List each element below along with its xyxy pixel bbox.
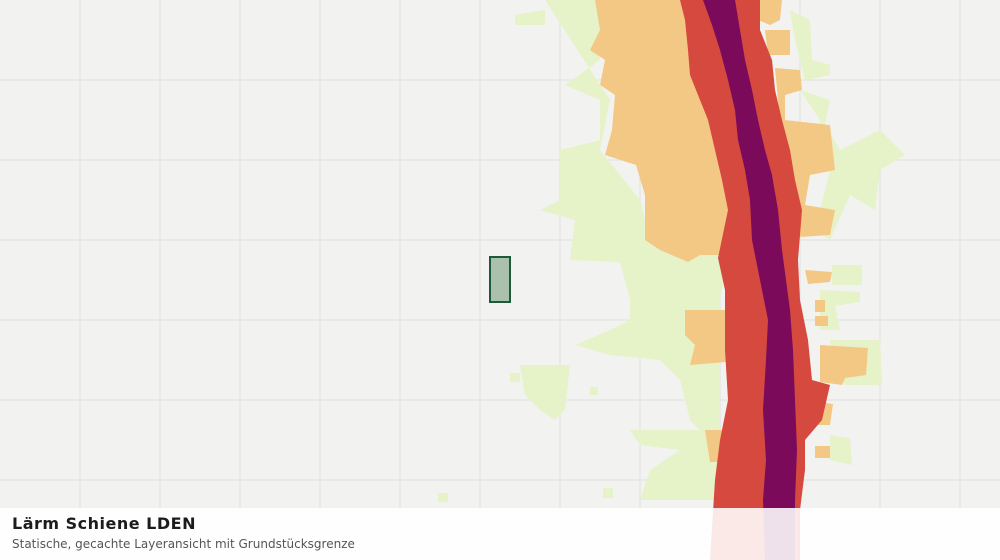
layer-title: Lärm Schiene LDEN [12,514,196,533]
layer-subtitle: Statische, gecachte Layeransicht mit Gru… [12,537,355,551]
noise-zone-very-high [703,0,797,560]
parcel-boundary [489,256,511,303]
legend-panel [0,508,1000,560]
